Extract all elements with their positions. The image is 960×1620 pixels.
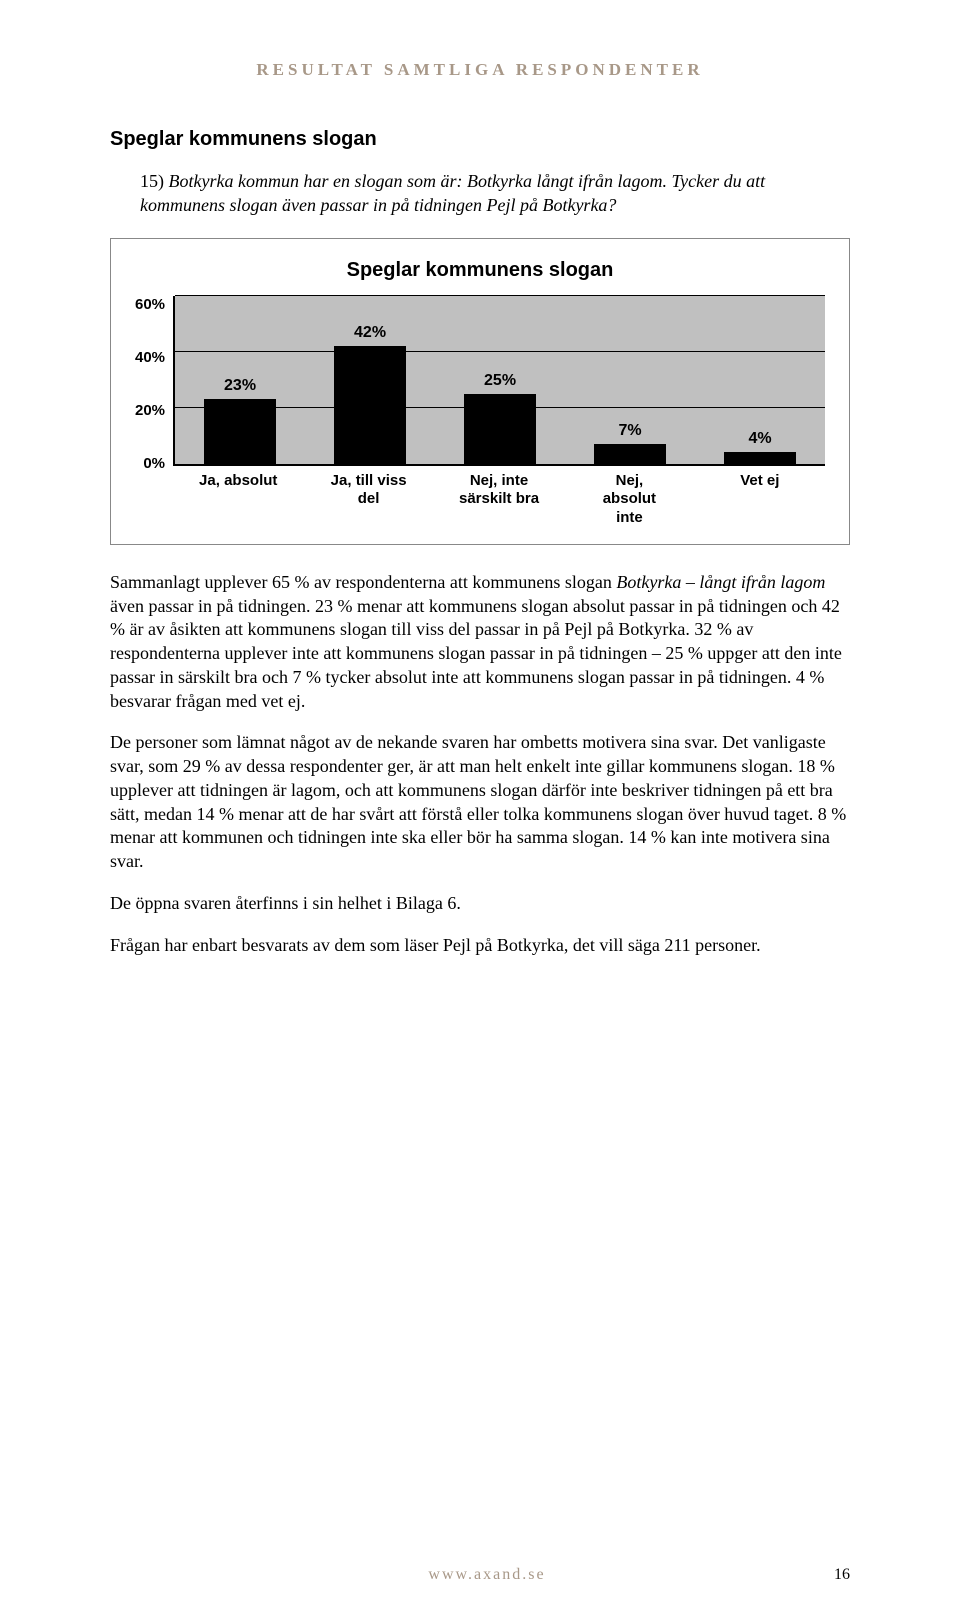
paragraph-3: De öppna svaren återfinns i sin helhet i… bbox=[110, 892, 850, 916]
y-axis: 60% 40% 20% 0% bbox=[135, 296, 173, 472]
chart-title: Speglar kommunens slogan bbox=[135, 259, 825, 282]
p1-ital: Botkyrka – långt ifrån lagom bbox=[616, 572, 825, 592]
bar bbox=[204, 399, 277, 463]
paragraph-2: De personer som lämnat något av de nekan… bbox=[110, 731, 850, 874]
bar bbox=[594, 444, 667, 464]
page-number: 16 bbox=[834, 1566, 850, 1584]
paragraph-4: Frågan har enbart besvarats av dem som l… bbox=[110, 934, 850, 958]
bar-value-label: 42% bbox=[305, 324, 435, 342]
bar-cell: 23% bbox=[175, 296, 305, 464]
bar-value-label: 4% bbox=[695, 430, 825, 448]
x-label: Vet ej bbox=[695, 472, 825, 528]
x-label: Nej, intesärskilt bra bbox=[434, 472, 564, 528]
x-label: Ja, till vissdel bbox=[303, 472, 433, 528]
question-number: 15) bbox=[140, 171, 164, 191]
page-footer: www.axand.se 16 bbox=[110, 1566, 850, 1584]
bar-cell: 7% bbox=[565, 296, 695, 464]
section-title: Speglar kommunens slogan bbox=[110, 128, 850, 151]
bar bbox=[724, 452, 797, 463]
bar-value-label: 25% bbox=[435, 372, 565, 390]
bar bbox=[334, 346, 407, 464]
paragraph-1: Sammanlagt upplever 65 % av respondenter… bbox=[110, 571, 850, 714]
bar-cell: 4% bbox=[695, 296, 825, 464]
bar-cell: 42% bbox=[305, 296, 435, 464]
bar bbox=[464, 394, 537, 464]
bar-row: 23% 42% 25% 7%4% bbox=[175, 296, 825, 464]
question-text-a: Botkyrka kommun har en slogan som är: bbox=[169, 171, 467, 191]
ytick: 60% bbox=[135, 296, 165, 313]
x-label: Nej,absolutinte bbox=[564, 472, 694, 528]
bar-cell: 25% bbox=[435, 296, 565, 464]
p1-a: Sammanlagt upplever 65 % av respondenter… bbox=[110, 572, 616, 592]
survey-question: 15) Botkyrka kommun har en slogan som är… bbox=[140, 169, 840, 218]
bar-value-label: 7% bbox=[565, 422, 695, 440]
ytick: 0% bbox=[143, 455, 165, 472]
ytick: 40% bbox=[135, 349, 165, 366]
ytick: 20% bbox=[135, 402, 165, 419]
question-slogan: Botkyrka långt ifrån lagom bbox=[467, 171, 662, 191]
chart-container: Speglar kommunens slogan 60% 40% 20% 0% … bbox=[110, 238, 850, 545]
footer-url: www.axand.se bbox=[140, 1566, 834, 1584]
p1-b: även passar in på tidningen. 23 % menar … bbox=[110, 596, 842, 711]
page-header: RESULTAT SAMTLIGA RESPONDENTER bbox=[110, 60, 850, 80]
x-label: Ja, absolut bbox=[173, 472, 303, 528]
chart-plot-area: 23% 42% 25% 7%4% bbox=[173, 296, 825, 466]
bar-value-label: 23% bbox=[175, 377, 305, 395]
x-axis-labels: Ja, absolutJa, till vissdelNej, intesärs… bbox=[173, 472, 825, 528]
